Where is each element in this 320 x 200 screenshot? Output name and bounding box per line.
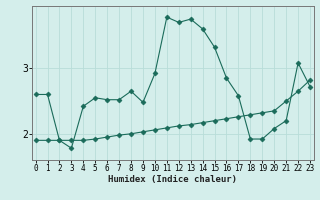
X-axis label: Humidex (Indice chaleur): Humidex (Indice chaleur) (108, 175, 237, 184)
